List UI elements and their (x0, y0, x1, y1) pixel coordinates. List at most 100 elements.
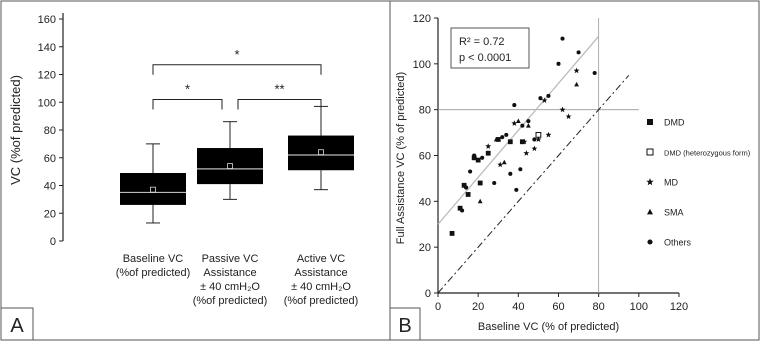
data-point-circle (472, 153, 477, 158)
data-point-triangle (501, 159, 507, 165)
box-mean-marker (318, 149, 324, 156)
data-point-circle (468, 169, 473, 174)
data-point-square (519, 139, 525, 145)
x-category-label-line: Active VC (297, 253, 345, 265)
data-point-star (521, 138, 528, 145)
stats-box (450, 27, 530, 69)
x-category-label: Baseline VC (%of predicted) (116, 253, 191, 279)
y-tick-label: 40 (419, 196, 431, 208)
x-tick-label: 120 (670, 301, 688, 313)
legend-marker-square (647, 119, 653, 125)
x-category-label-line: (%of predicted) (193, 295, 268, 307)
box-1 (120, 143, 186, 224)
y-tick-label: 60 (44, 153, 56, 165)
data-point-circle (518, 167, 523, 172)
data-point-circle (546, 93, 551, 98)
y-tick-label: 100 (413, 59, 431, 71)
data-point-star (541, 97, 548, 103)
data-point-circle (576, 50, 581, 55)
data-point-square (465, 192, 471, 197)
data-point-triangle (574, 81, 579, 87)
significance-label: * (185, 81, 190, 96)
legend-label: SMA (664, 208, 684, 218)
data-point-star (573, 67, 580, 74)
y-tick-label: 140 (38, 42, 56, 54)
series-triangle (477, 81, 579, 204)
legend-label: DMD (664, 118, 685, 128)
legend-marker-square-open (646, 148, 654, 156)
data-point-star (523, 150, 530, 156)
x-tick-label: 20 (472, 301, 484, 313)
data-point-star (485, 143, 492, 149)
box-2 (197, 121, 263, 200)
data-point-star (535, 136, 542, 142)
x-category-label-line: Assistance (203, 267, 256, 279)
panel-b-label: B (398, 315, 411, 337)
legend-label: DMD (heterozygous form) (664, 149, 751, 158)
data-point-star (559, 106, 566, 113)
x-category-label: Active VC Assistance ± 40 cmH₂O (%of predic… (284, 253, 359, 307)
data-point-triangle (515, 118, 521, 124)
x-tick-label: 60 (552, 301, 564, 313)
data-point-circle (514, 187, 519, 192)
series-circle (460, 36, 597, 213)
box-iqr (197, 148, 263, 185)
panel-a-label-box (0, 307, 34, 341)
data-point-circle (508, 171, 513, 176)
x-category-label-line: Assistance (294, 267, 347, 279)
series-star (485, 67, 580, 168)
legend-label: Others (664, 238, 692, 248)
panel-b-scatter-plot: B 0 20 40 60 80 100 120 0 20 40 60 80 100 120 Baseline … (389, 0, 760, 341)
box-mean-marker (227, 163, 233, 169)
y-tick-label: 20 (419, 242, 431, 254)
box-mean-marker (150, 186, 156, 193)
y-tick-label: 0 (50, 236, 56, 248)
x-tick-label: 40 (512, 301, 524, 313)
y-tick-label: 120 (38, 70, 56, 82)
y-tick-label: 100 (38, 97, 56, 109)
data-point-star (565, 113, 572, 120)
data-point-circle (520, 123, 525, 128)
panel-a-label: A (10, 315, 24, 337)
data-point-square (485, 150, 491, 156)
legend-marker-star (646, 178, 654, 186)
x-category-label-line: Passive VC (202, 253, 259, 265)
legend-marker-triangle (647, 208, 653, 215)
y-axis-title: VC (%of predicted) (8, 75, 23, 185)
r-squared-label: R² = 0.72 (459, 36, 505, 48)
data-point-star (511, 120, 518, 126)
significance-bracket (152, 64, 322, 75)
y-axis-title: Full Assistance VC (% of predicted) (395, 72, 407, 244)
x-category-label-line: Baseline VC (123, 253, 184, 265)
x-tick-label: 0 (435, 301, 441, 313)
x-tick-label: 80 (593, 301, 605, 313)
panel-b-frame (389, 0, 760, 341)
data-point-circle (460, 208, 465, 213)
y-tick-label: 120 (413, 13, 431, 25)
data-point-circle (464, 185, 469, 190)
data-point-triangle (477, 198, 483, 204)
box-iqr (288, 135, 354, 171)
data-point-square (475, 157, 481, 163)
y-tick-label: 0 (425, 288, 431, 300)
data-point-square (449, 231, 455, 236)
data-point-circle (504, 132, 509, 137)
x-axis-title: Baseline VC (% of predicted) (478, 321, 619, 333)
x-category-label: Passive VC Assistance ± 40 cmH₂O (%of predi… (193, 253, 268, 307)
data-point-square (507, 139, 513, 145)
panel-a-box-plot: A 0 20 40 60 80 100 120 140 160 VC (%of predicted)… (0, 0, 391, 341)
y-tick-label: 80 (419, 105, 431, 117)
data-point-circle (512, 103, 517, 108)
x-category-label-line: ± 40 cmH₂O (291, 281, 351, 293)
x-category-label-line: (%of predicted) (284, 295, 359, 307)
y-tick-label: 80 (44, 125, 56, 137)
identity-line (437, 74, 630, 294)
p-value-label: p < 0.0001 (459, 52, 511, 64)
significance-label: * (234, 47, 239, 62)
box-3 (288, 105, 354, 191)
data-point-square (471, 155, 477, 161)
data-point-circle (592, 70, 597, 76)
data-point-star (497, 161, 504, 168)
significance-bracket (237, 98, 322, 110)
